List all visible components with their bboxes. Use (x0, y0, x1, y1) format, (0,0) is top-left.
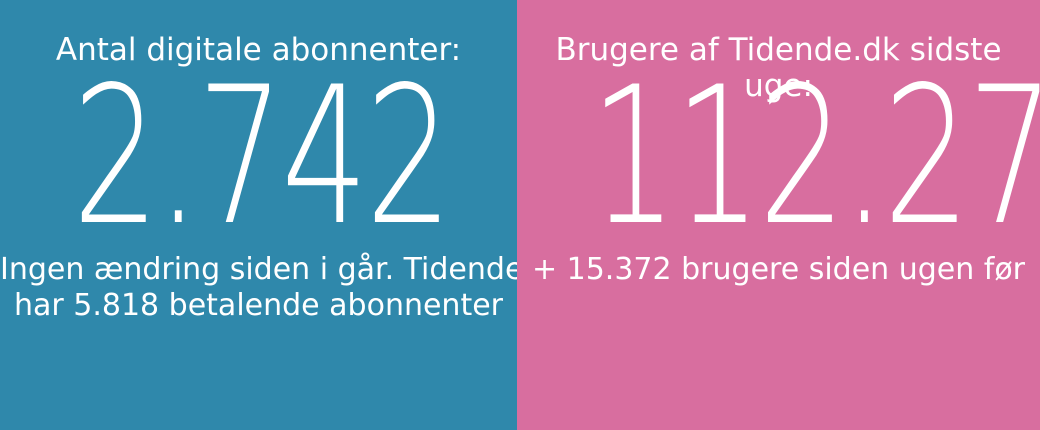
stat-value: 112.272 (590, 46, 1040, 267)
note-line: Ingen ændring siden i går. Tidende (0, 252, 517, 287)
stat-panel: Brugere af Tidende.dk sidste uge:112.272… (517, 0, 1040, 430)
stat-label: Antal digitale abonnenter: (55, 32, 462, 68)
stat-label: Brugere af Tidende.dk sidste uge: (555, 32, 1002, 104)
stat-note: + 15.372 brugere siden ugen før (517, 252, 1040, 288)
note-line: + 15.372 brugere siden ugen før (531, 252, 1026, 287)
stat-value: 2.742 (72, 46, 452, 267)
note-line: har 5.818 betalende abonnenter (13, 288, 503, 323)
stat-note: Ingen ændring siden i går. Tidende har 5.… (0, 252, 517, 324)
stat-panel: Antal digitale abonnenter: 2.742 Ingen ænd… (0, 0, 517, 430)
